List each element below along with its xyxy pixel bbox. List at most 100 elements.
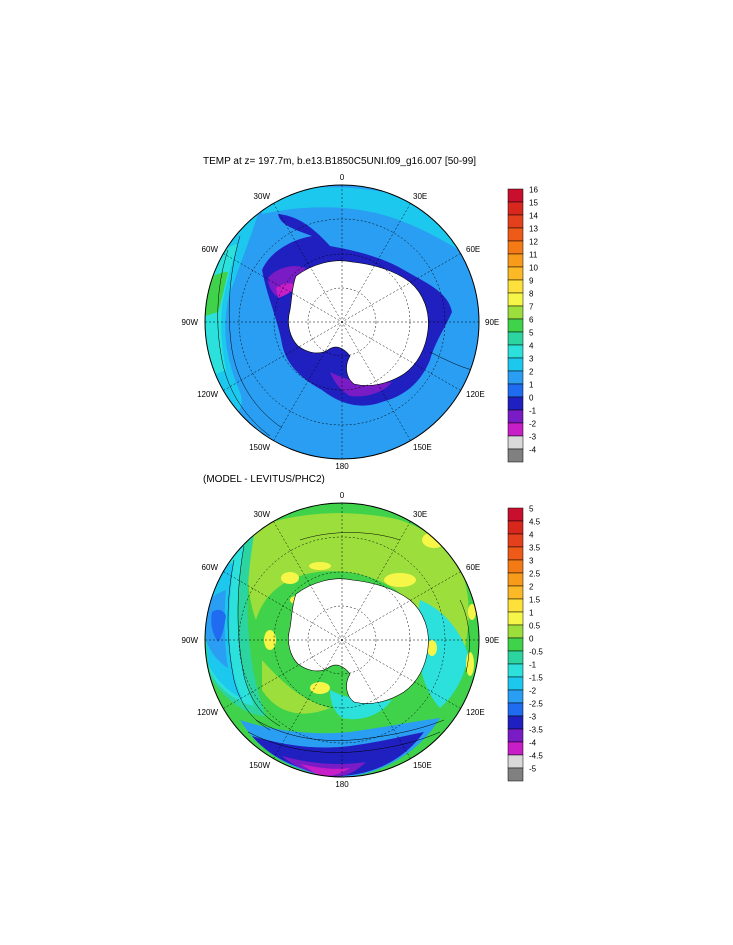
lon-label-120e: 120E: [466, 390, 485, 399]
colorbar-swatch: [507, 370, 524, 385]
colorbar-level-label: 3: [529, 557, 534, 566]
lon-label-90e: 90E: [485, 636, 499, 645]
diff-field-south-cold-3: [282, 756, 366, 777]
lon-label-150e: 150E: [413, 761, 432, 770]
colorbar-level-label: 2.5: [529, 570, 541, 579]
colorbar-swatch: [507, 357, 524, 372]
lon-label-60w: 60W: [202, 245, 219, 254]
colorbar-swatch: [507, 520, 524, 535]
colorbar-swatch: [507, 598, 524, 613]
colorbar-level-label: 16: [529, 186, 538, 195]
colorbar-level-label: 4.5: [529, 518, 541, 527]
map-border-top: [204, 184, 480, 460]
colorbar-level-label: 1: [529, 381, 534, 390]
colorbar-swatch: [507, 767, 524, 782]
colorbar-level-label: -5: [529, 765, 537, 774]
colorbar-swatch: [507, 728, 524, 743]
lon-label-90e: 90E: [485, 318, 499, 327]
colorbar-level-label: 0: [529, 394, 534, 403]
difference-colorbar: 5 4.5 4 3.5 3 2.5 2 1.5 1 0.5 0 -0.5 -1 -1.5 -2 -2.5 -3 -…: [507, 505, 543, 782]
colorbar-level-label: 13: [529, 225, 538, 234]
lon-label-30e: 30E: [413, 192, 427, 201]
colorbar-level-label: 1.5: [529, 596, 541, 605]
colorbar-level-label: 9: [529, 277, 534, 286]
lon-label-120w: 120W: [197, 390, 218, 399]
colorbar-swatch: [507, 546, 524, 561]
colorbar-level-label: 6: [529, 316, 534, 325]
map-border-bottom: [204, 502, 480, 778]
colorbar-swatch: [507, 188, 524, 203]
lon-label-180: 180: [335, 780, 349, 789]
diff-field-0.5-1: [247, 513, 469, 714]
colorbar-level-label: 7: [529, 303, 534, 312]
lon-label-60e: 60E: [466, 245, 480, 254]
graticule-top: [205, 185, 479, 459]
colorbar-swatch: [507, 624, 524, 639]
colorbar-level-label: 4: [529, 342, 534, 351]
lon-label-150w: 150W: [249, 443, 270, 452]
lon-label-90w: 90W: [182, 318, 199, 327]
colorbar-level-label: -2: [529, 420, 537, 429]
lon-label-30w: 30W: [254, 192, 271, 201]
lon-label-120e: 120E: [466, 708, 485, 717]
colorbar-swatch: [507, 292, 524, 307]
colorbar-swatch: [507, 318, 524, 333]
colorbar-level-label: 1: [529, 609, 534, 618]
temperature-map: 0 30E 60E 90E 120E 150E 180 150W 120W 90…: [182, 173, 500, 471]
colorbar-swatch: [507, 201, 524, 216]
colorbar-swatch: [507, 689, 524, 704]
lon-label-30e: 30E: [413, 510, 427, 519]
colorbar-swatch: [507, 253, 524, 268]
lon-labels-bottom: 0 30E 60E 90E 120E 150E 180 150W 120W 90…: [182, 491, 500, 789]
colorbar-level-label: 14: [529, 212, 538, 221]
colorbar-level-label: -1.5: [529, 674, 543, 683]
colorbar-level-label: -4.5: [529, 752, 543, 761]
colorbar-swatch: [507, 240, 524, 255]
colorbar-swatch: [507, 702, 524, 717]
colorbar-level-label: -1: [529, 407, 537, 416]
colorbar-swatch: [507, 279, 524, 294]
diff-field-south-cold-4: [300, 764, 350, 777]
lon-label-150w: 150W: [249, 761, 270, 770]
colorbar-level-label: -3: [529, 433, 537, 442]
colorbar-swatch: [507, 754, 524, 769]
colorbar-swatch: [507, 448, 524, 463]
colorbar-swatch: [507, 227, 524, 242]
colorbar-level-label: -2: [529, 687, 537, 696]
colorbar-level-label: -3: [529, 713, 537, 722]
colorbar-level-label: 4: [529, 531, 534, 540]
colorbar-swatch: [507, 611, 524, 626]
colorbar-swatch: [507, 585, 524, 600]
colorbar-swatch: [507, 435, 524, 450]
diff-field-minus2.5: [211, 609, 226, 642]
lon-label-120w: 120W: [197, 708, 218, 717]
lon-label-30w: 30W: [254, 510, 271, 519]
diff-field-east-cyan: [330, 600, 468, 720]
colorbar-swatch: [507, 637, 524, 652]
lon-labels-top: 0 30E 60E 90E 120E 150E 180 150W 120W 90…: [182, 173, 500, 471]
colorbar-level-label: 12: [529, 238, 538, 247]
colorbar-level-label: -4: [529, 446, 537, 455]
colorbar-level-label: 15: [529, 199, 538, 208]
graticule-bottom: [205, 503, 479, 777]
lon-label-0: 0: [340, 173, 345, 182]
antarctica-land: [288, 260, 429, 386]
colorbar-level-label: 11: [529, 251, 538, 260]
colorbar-level-label: 8: [529, 290, 534, 299]
antarctica-land-bottom: [288, 578, 429, 704]
lon-label-0: 0: [340, 491, 345, 500]
lon-label-60w: 60W: [202, 563, 219, 572]
colorbar-level-label: 5: [529, 505, 534, 514]
colorbar-level-label: -0.5: [529, 648, 543, 657]
temp-field-minus1-0: [268, 266, 427, 397]
colorbar-level-label: 10: [529, 264, 538, 273]
colorbar-level-label: 2: [529, 368, 534, 377]
colorbar-swatch: [507, 214, 524, 229]
colorbar-level-label: 3.5: [529, 544, 541, 553]
colorbar-level-label: 2: [529, 583, 534, 592]
colorbar-swatch: [507, 533, 524, 548]
lon-label-90w: 90W: [182, 636, 199, 645]
colorbar-level-label: -2.5: [529, 700, 543, 709]
colorbar-swatch: [507, 422, 524, 437]
